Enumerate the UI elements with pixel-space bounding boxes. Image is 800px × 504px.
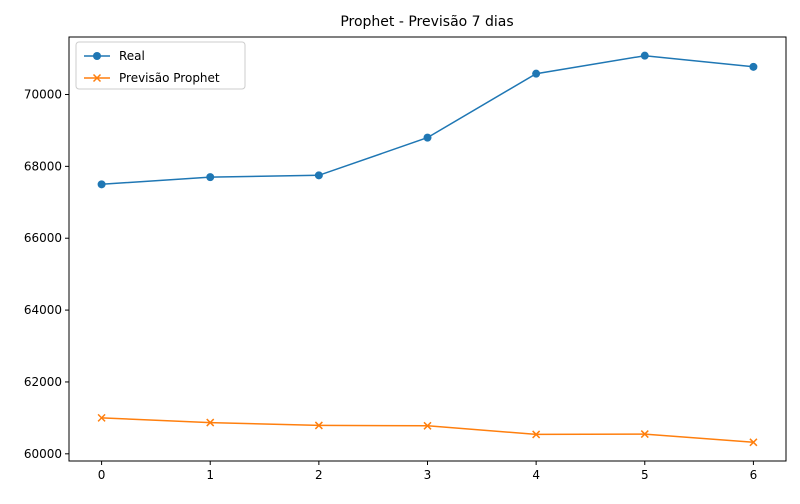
legend-forecast-marker [92,73,102,83]
data-point-forecast [640,430,649,439]
plot-area: 0 1 2 3 4 5 6 60000 62000 64000 66000 68000 70000 [24,51,758,482]
data-point-real [314,171,323,180]
data-point-real [640,51,649,60]
data-point-real [423,133,432,142]
x-tick-label: 2 [315,468,323,482]
data-point-forecast [314,421,323,430]
x-tick-label: 4 [532,468,540,482]
x-tick-label: 6 [750,468,758,482]
x-tick-label: 3 [424,468,432,482]
data-point-real [749,62,758,71]
data-point-forecast [423,421,432,430]
x-tick-label: 5 [641,468,649,482]
legend-forecast-label: Previsão Prophet [119,71,220,85]
y-tick-label: 68000 [24,159,62,173]
x-tick-label: 1 [206,468,214,482]
x-tick-label: 0 [98,468,106,482]
legend-real-marker [93,52,101,60]
y-tick-label: 60000 [24,447,62,461]
data-point-forecast [749,438,758,447]
legend-real-label: Real [119,49,145,63]
data-point-forecast [206,418,215,427]
y-tick-label: 66000 [24,231,62,245]
data-point-real [97,180,106,189]
series-line-forecast [101,417,754,444]
data-point-forecast [532,430,541,439]
legend-box [75,41,246,90]
data-point-real [206,173,215,182]
y-tick-label: 70000 [24,87,62,101]
data-point-real [532,69,541,78]
plot-frame [68,36,787,462]
y-tick-label: 62000 [24,375,62,389]
legend: Real Previsão Prophet [75,41,246,90]
y-tick-label: 64000 [24,303,62,317]
chart-title: Prophet - Previsão 7 dias [340,14,513,30]
data-point-forecast [97,413,106,422]
